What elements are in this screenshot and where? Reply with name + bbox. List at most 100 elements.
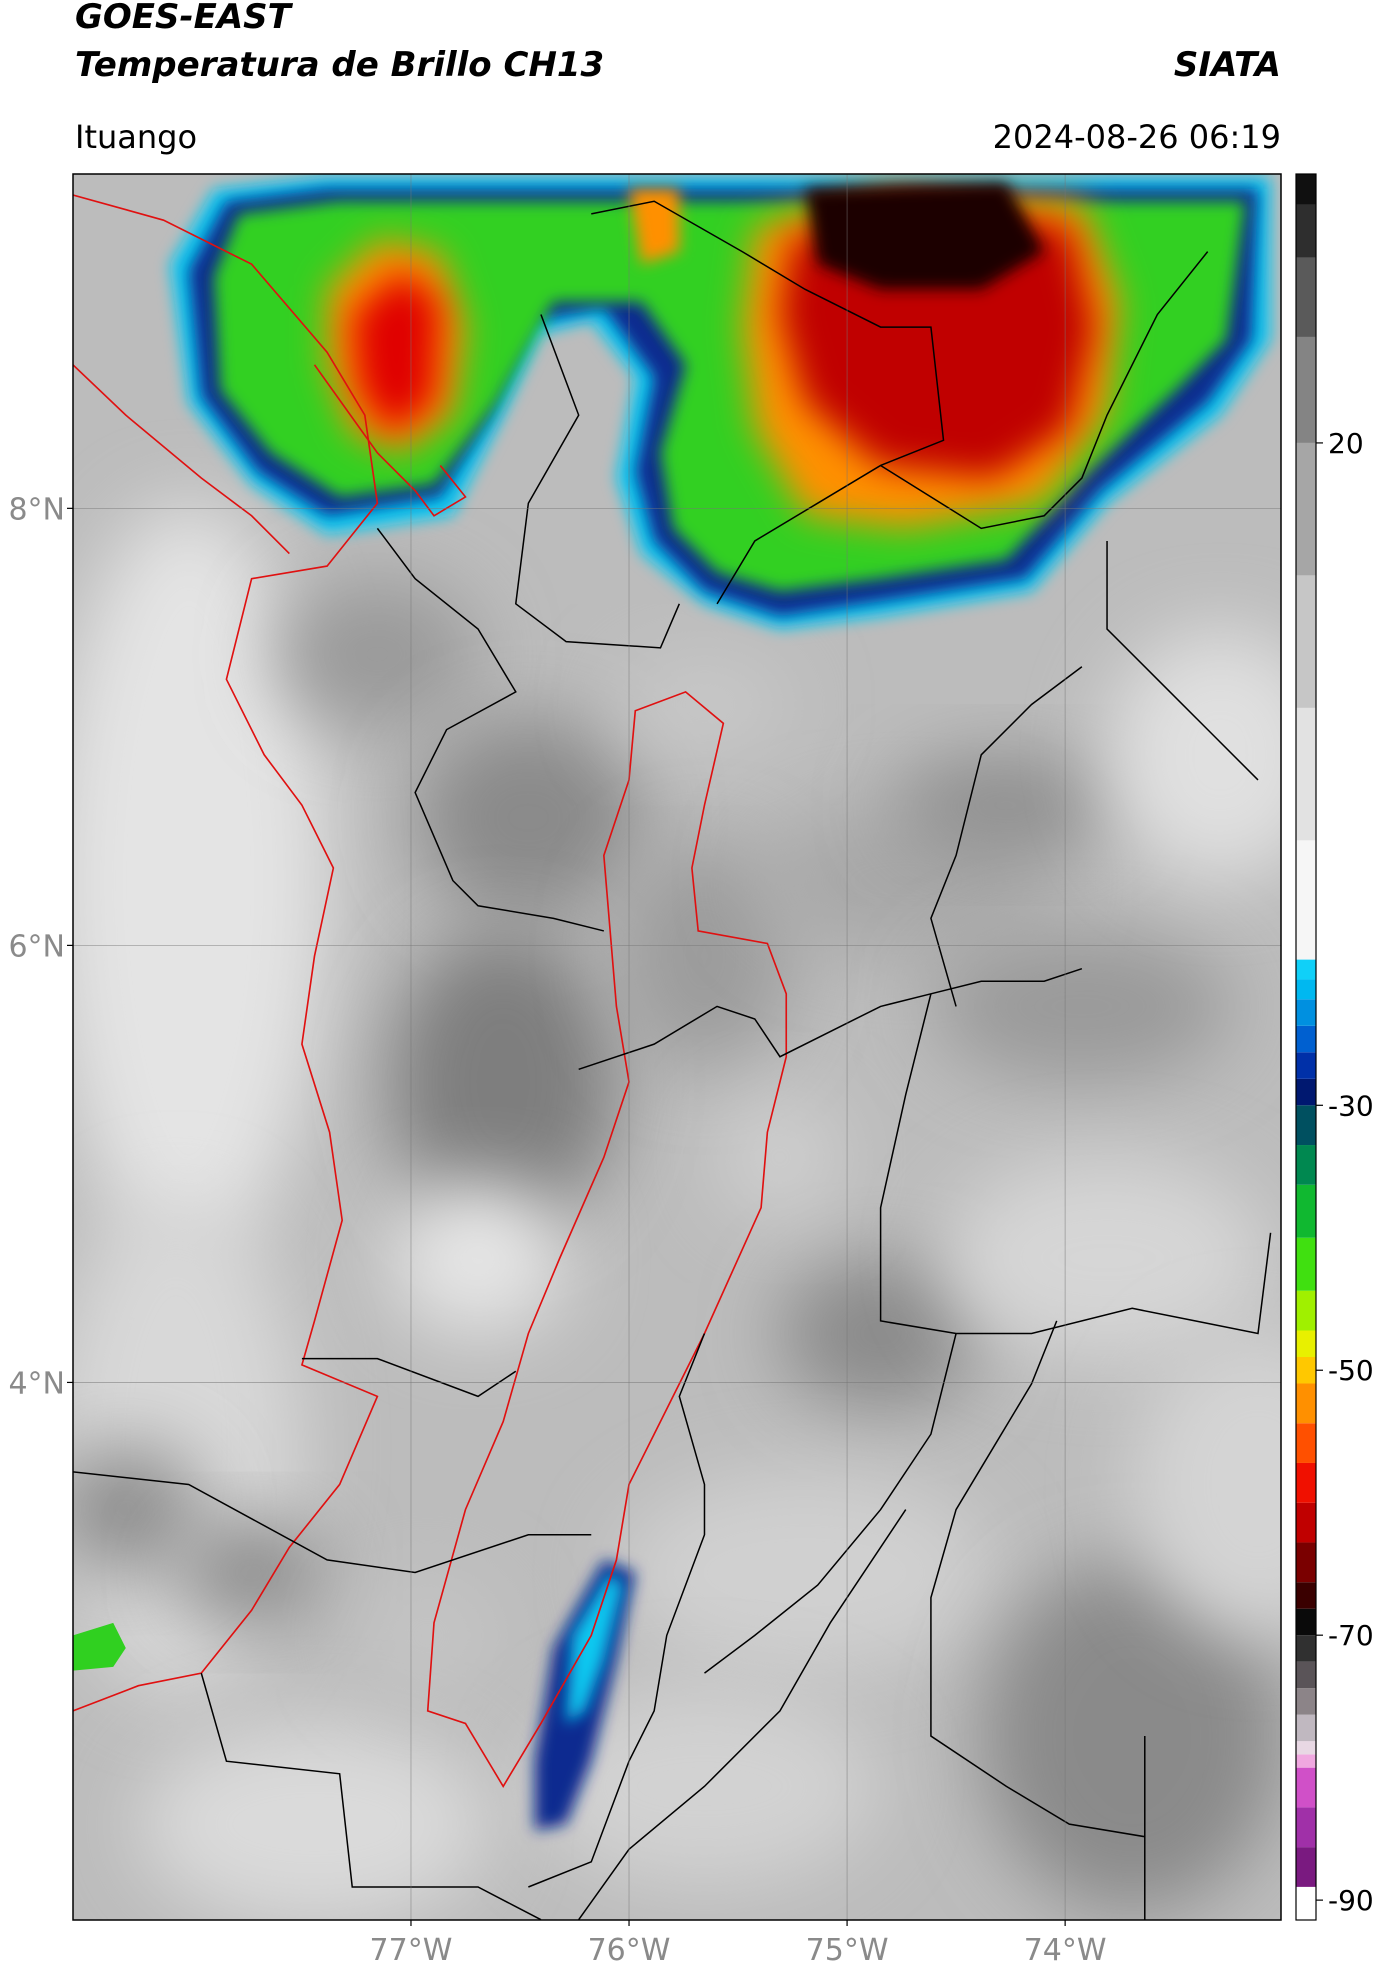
- colorbar-band: [1296, 1542, 1316, 1583]
- y-tick-label: 8°N: [8, 492, 65, 527]
- cloud-texture: [616, 654, 793, 755]
- location: Ituango: [75, 118, 197, 156]
- colorbar-band: [1296, 1661, 1316, 1689]
- x-tick-label: 74°W: [1024, 1933, 1107, 1968]
- colorbar-band: [1296, 1847, 1316, 1887]
- colorbar-tick-label: -50: [1328, 1354, 1374, 1387]
- colorbar-band: [1296, 1767, 1316, 1808]
- cloud-texture: [616, 842, 793, 1070]
- x-tick-label: 76°W: [588, 1933, 671, 1968]
- cloud-texture: [1132, 1333, 1281, 1636]
- border: [880, 251, 1209, 530]
- colorbar-band: [1296, 442, 1316, 576]
- cloud-top: [629, 188, 680, 265]
- colorbar-band: [1296, 1145, 1316, 1185]
- colorbar-band: [1296, 707, 1316, 841]
- border: [578, 967, 1083, 1071]
- colorbar-band: [1296, 1105, 1316, 1146]
- colorbar-band: [1296, 1741, 1316, 1755]
- colorbar-band: [1296, 1582, 1316, 1609]
- border: [1106, 540, 1259, 781]
- colorbar-band: [1296, 1688, 1316, 1715]
- border: [514, 314, 681, 649]
- border: [376, 527, 605, 932]
- cloud-texture: [73, 1446, 202, 1573]
- colorbar-band: [1296, 1714, 1316, 1742]
- colorbar-band: [1296, 1025, 1316, 1053]
- cloud-texture: [717, 1094, 843, 1221]
- colorbar: 20 -30 -50 -70 -90: [1295, 173, 1374, 1921]
- colorbar-band: [1296, 1462, 1316, 1503]
- border: [930, 1320, 1145, 1838]
- timestamp: 2024-08-26 06:19: [993, 118, 1281, 156]
- colorbar-band: [1296, 1502, 1316, 1543]
- cloud-texture: [981, 1559, 1281, 1913]
- cloud-texture: [779, 1258, 982, 1409]
- colorbar-band: [1296, 336, 1316, 443]
- cloud-texture: [930, 930, 1233, 1082]
- cloud-texture: [138, 1723, 491, 1920]
- cloud-top: [73, 1622, 126, 1671]
- colorbar-band: [1296, 979, 1316, 1000]
- cloud-top: [352, 270, 441, 435]
- x-tick-label: 77°W: [370, 1933, 453, 1968]
- cloud-texture: [389, 930, 617, 1233]
- map-frame: [72, 173, 1282, 1921]
- colorbar-band: [1296, 1184, 1316, 1238]
- colorbar-band: [1296, 174, 1316, 205]
- cloud-texture: [73, 503, 328, 1258]
- colorbar-band: [1296, 1608, 1316, 1636]
- cloud-texture: [415, 717, 642, 919]
- colorbar-band: [1296, 999, 1316, 1026]
- axes: 8°N 6°N 4°N 77°W 76°W 75°W 74°W: [8, 174, 1281, 1968]
- cloud-texture: [276, 578, 479, 730]
- border: [704, 1333, 957, 1674]
- border: [528, 1333, 706, 1888]
- border: [879, 993, 1272, 1335]
- coastline: [426, 690, 788, 1788]
- y-tick-label: 6°N: [8, 929, 65, 964]
- colorbar-band: [1296, 204, 1316, 258]
- colorbar-frame: [1295, 173, 1317, 1921]
- colorbar-tick-label: -90: [1328, 1884, 1374, 1917]
- title: GOES-EAST: [75, 0, 294, 37]
- coastline: [73, 194, 379, 1712]
- colorbar-band: [1296, 1886, 1316, 1920]
- cloud-texture: [893, 754, 1120, 856]
- cloud-texture: [389, 1182, 567, 1334]
- cloud-top: [566, 1572, 623, 1724]
- colorbar-band: [1296, 1423, 1316, 1463]
- cloud-texture: [943, 1157, 1271, 1359]
- colorbar-tick-label: -70: [1328, 1619, 1374, 1652]
- colorbar-band: [1296, 1052, 1316, 1079]
- colorbar-band: [1296, 959, 1316, 980]
- x-tick-label: 75°W: [806, 1933, 889, 1968]
- y-tick-label: 4°N: [8, 1366, 65, 1401]
- cloud-texture: [1107, 629, 1281, 881]
- source: SIATA: [1174, 45, 1281, 85]
- colorbar-band: [1296, 840, 1316, 960]
- colorbar-band: [1296, 1237, 1316, 1291]
- colorbar-band: [1296, 1635, 1316, 1662]
- colorbar-band: [1296, 1807, 1316, 1848]
- cloud-texture: [176, 1522, 328, 1623]
- colorbar-tick-label: 20: [1328, 427, 1364, 460]
- cloud-top: [805, 182, 1045, 290]
- coastline: [73, 364, 290, 555]
- border: [73, 1471, 592, 1574]
- border: [200, 1672, 542, 1920]
- cloud-texture: [352, 1572, 504, 1699]
- subtitle: Temperatura de Brillo CH13: [75, 45, 604, 85]
- border: [591, 200, 945, 605]
- cloud-texture: [73, 1195, 302, 1699]
- colorbar-band: [1296, 1754, 1316, 1768]
- colorbar-tick-label: -30: [1328, 1089, 1374, 1122]
- colorbar-band: [1296, 575, 1316, 708]
- colorbar-band: [1296, 1078, 1316, 1106]
- coastline: [313, 364, 467, 517]
- colorbar-band: [1296, 1356, 1316, 1384]
